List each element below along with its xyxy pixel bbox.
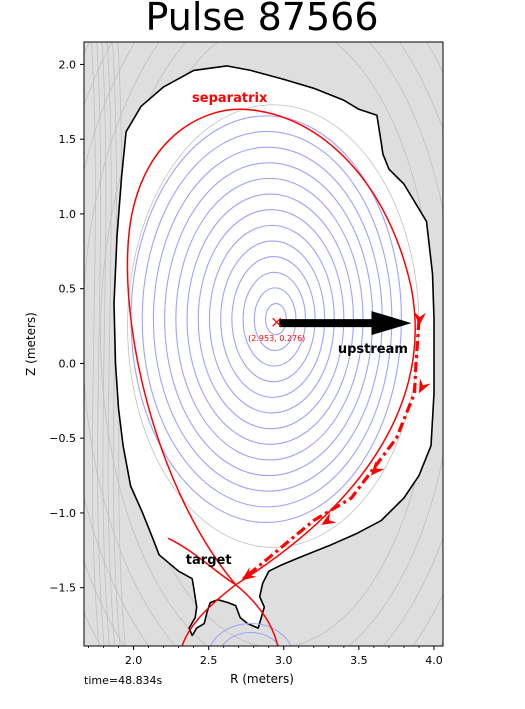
trace-arrowhead bbox=[241, 567, 257, 581]
target-annotation: target bbox=[186, 553, 232, 568]
separatrix-line bbox=[126, 108, 416, 586]
x-tick-label: 2.5 bbox=[200, 654, 218, 667]
time-label: time=48.834s bbox=[84, 674, 163, 687]
field-line-trace bbox=[240, 319, 421, 582]
outer-flux-contour bbox=[101, 42, 110, 646]
y-tick-label: 1.0 bbox=[59, 208, 77, 221]
separatrix-leg bbox=[181, 584, 237, 646]
upstream-annotation: upstream bbox=[338, 342, 408, 357]
x-tick-label: 3.5 bbox=[350, 654, 368, 667]
outer-flux-contour bbox=[96, 42, 105, 646]
separatrix-leg bbox=[167, 537, 237, 586]
divertor-contour bbox=[209, 623, 292, 646]
trace-arrowhead-shape bbox=[370, 461, 385, 476]
magnetic-axis-label: (2.953, 0.276) bbox=[248, 334, 305, 343]
y-tick-label: −1.5 bbox=[49, 582, 76, 595]
axis-ticks: 2.0 2.5 3.0 3.5 4.0 2.0 1.5 1.0 0.5 0.0 −0.5 −1.0 −1… bbox=[49, 58, 442, 667]
trace-arrowhead-shape bbox=[418, 378, 431, 394]
y-tick-label: −0.5 bbox=[49, 432, 76, 445]
trace-arrowhead bbox=[321, 512, 337, 525]
axes-frame bbox=[83, 41, 444, 647]
outer-flux-contour bbox=[106, 42, 116, 646]
trace-arrowhead bbox=[370, 461, 385, 476]
x-tick-label: 2.0 bbox=[125, 654, 143, 667]
trace-arrowhead bbox=[418, 378, 431, 394]
y-tick-label: 0.0 bbox=[59, 357, 77, 370]
y-tick-label: 2.0 bbox=[59, 58, 77, 71]
x-tick-label: 3.0 bbox=[275, 654, 293, 667]
divertor-contour bbox=[221, 632, 280, 646]
y-tick-label: 1.5 bbox=[59, 133, 77, 146]
upstream-arrow bbox=[279, 311, 412, 336]
separatrix-leg bbox=[235, 584, 279, 646]
trace-arrowhead bbox=[414, 311, 427, 327]
separatrix-annotation: separatrix bbox=[192, 91, 268, 106]
chart-title: Pulse 87566 bbox=[145, 0, 378, 39]
x-axis-label: R (meters) bbox=[230, 672, 294, 686]
outer-flux-contour bbox=[100, 42, 443, 646]
y-axis-label: Z (meters) bbox=[24, 312, 38, 376]
trace-arrowhead-shape bbox=[414, 311, 427, 327]
trace-arrowhead-shape bbox=[321, 512, 337, 525]
y-tick-label: −1.0 bbox=[49, 507, 76, 520]
y-tick-label: 0.5 bbox=[59, 283, 77, 296]
trace-arrowhead-shape bbox=[241, 567, 257, 581]
magnetic-axis-marker bbox=[272, 317, 282, 327]
outer-flux-contour bbox=[91, 42, 100, 646]
x-tick-label: 4.0 bbox=[425, 654, 443, 667]
